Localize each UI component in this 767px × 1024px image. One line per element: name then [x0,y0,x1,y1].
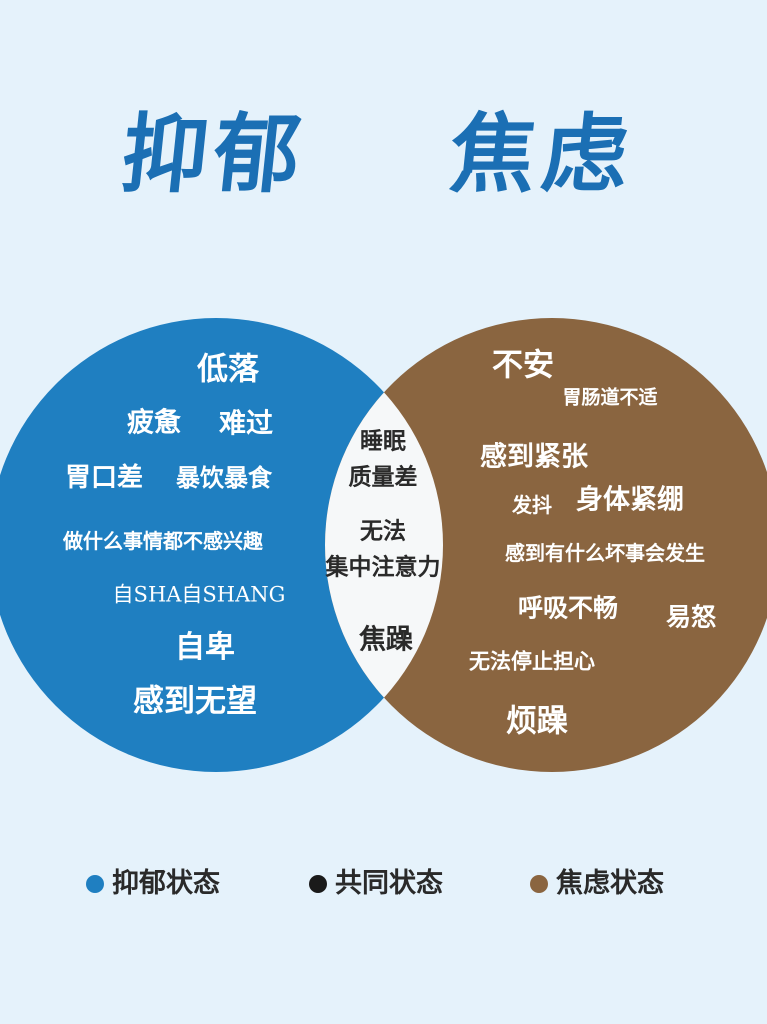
anxiety-item: 身体紧绷 [576,484,684,516]
depression-item: 胃口差 [64,463,144,493]
common-item: 焦躁 [359,624,413,656]
common-item: 集中注意力 [325,553,441,581]
anxiety-item: 发抖 [512,493,552,517]
common-item: 质量差 [348,463,418,491]
depression-item: 低落 [197,351,259,388]
depression-item: 难过 [219,408,273,440]
legend: 抑郁状态 共同状态 焦虑状态 [0,866,767,902]
anxiety-item: 感到有什么坏事会发生 [505,541,705,565]
anxiety-item: 呼吸不畅 [517,593,619,623]
depression-item: 感到无望 [133,683,257,720]
legend-label: 抑郁状态 [112,868,220,899]
depression-item: 做什么事情都不感兴趣 [63,529,263,553]
depression-item: 自卑 [175,630,235,665]
anxiety-dot-icon [530,875,548,893]
legend-item-depression: 抑郁状态 [86,866,220,902]
anxiety-item: 不安 [492,347,554,384]
anxiety-item: 烦躁 [506,703,568,740]
depression-dot-icon [86,875,104,893]
common-item: 无法 [360,517,406,545]
legend-item-anxiety: 焦虑状态 [530,866,664,902]
anxiety-item: 无法停止担心 [469,648,595,674]
depression-item: 自SHA自SHANG [112,582,286,607]
depression-circle [0,318,443,772]
anxiety-item: 胃肠道不适 [562,386,658,409]
depression-item: 疲惫 [127,407,181,439]
anxiety-item: 易怒 [665,602,717,632]
common-item: 睡眠 [360,427,406,455]
common-dot-icon [309,875,327,893]
anxiety-circle [325,318,767,772]
legend-label: 共同状态 [335,868,443,899]
anxiety-item: 感到紧张 [480,441,588,473]
depression-item: 暴饮暴食 [176,463,272,492]
legend-label: 焦虑状态 [556,868,664,899]
legend-item-common: 共同状态 [309,866,443,902]
